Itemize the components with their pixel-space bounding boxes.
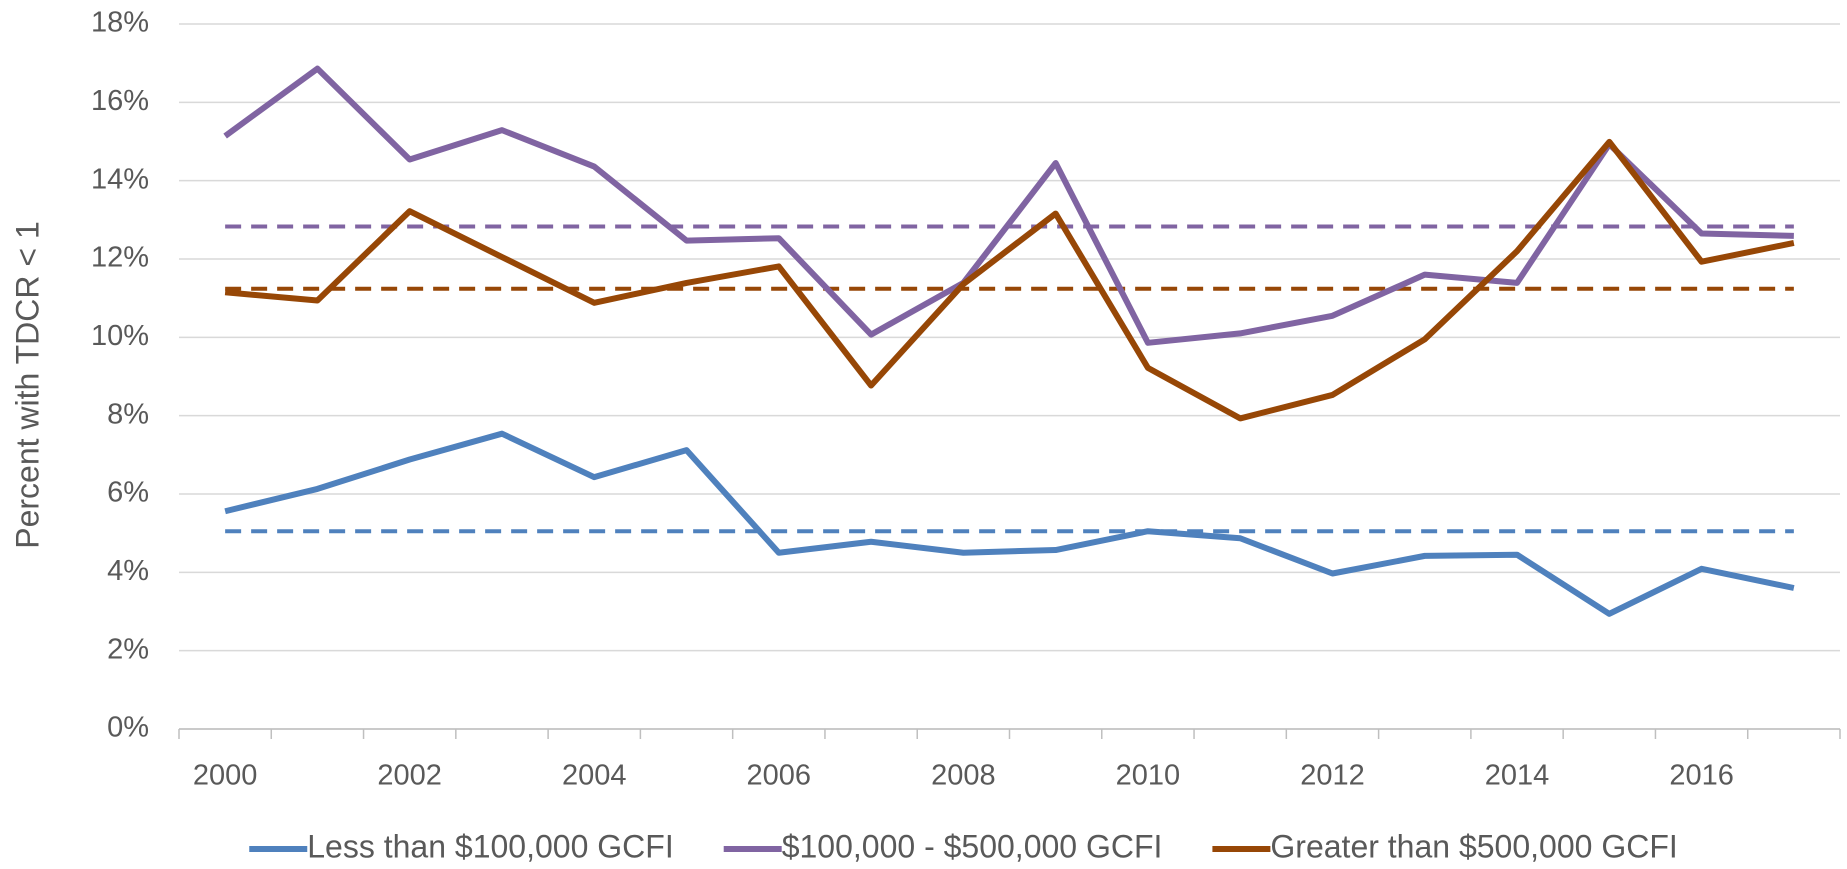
series-line xyxy=(224,138,1795,422)
legend-label: Greater than $500,000 GCFI xyxy=(1270,828,1677,864)
legend-label: Less than $100,000 GCFI xyxy=(307,828,673,864)
y-tick-label: 16% xyxy=(91,85,149,117)
x-tick-label: 2014 xyxy=(1485,760,1550,792)
x-tick-label: 2010 xyxy=(1116,760,1181,792)
series-line xyxy=(224,430,1795,617)
x-tick-label: 2004 xyxy=(562,760,627,792)
series-line xyxy=(223,65,1794,346)
x-tick-label: 2002 xyxy=(377,760,442,792)
y-tick-label: 10% xyxy=(91,320,149,352)
y-axis-label: Percent with TDCR < 1 xyxy=(9,221,45,549)
y-tick-label: 8% xyxy=(107,398,149,430)
x-tick-label: 2012 xyxy=(1300,760,1365,792)
x-tick-label: 2006 xyxy=(747,760,812,792)
x-tick-label: 2008 xyxy=(931,760,996,792)
y-tick-label: 2% xyxy=(107,633,149,665)
y-tick-label: 18% xyxy=(91,7,149,39)
y-tick-label: 4% xyxy=(107,555,149,587)
x-tick-label: 2016 xyxy=(1669,760,1734,792)
legend-label: $100,000 - $500,000 GCFI xyxy=(782,828,1163,864)
x-tick-label: 2000 xyxy=(193,760,258,792)
y-tick-label: 0% xyxy=(107,712,149,744)
y-tick-label: 14% xyxy=(91,163,149,195)
y-tick-label: 12% xyxy=(91,242,149,274)
y-tick-label: 6% xyxy=(107,477,149,509)
